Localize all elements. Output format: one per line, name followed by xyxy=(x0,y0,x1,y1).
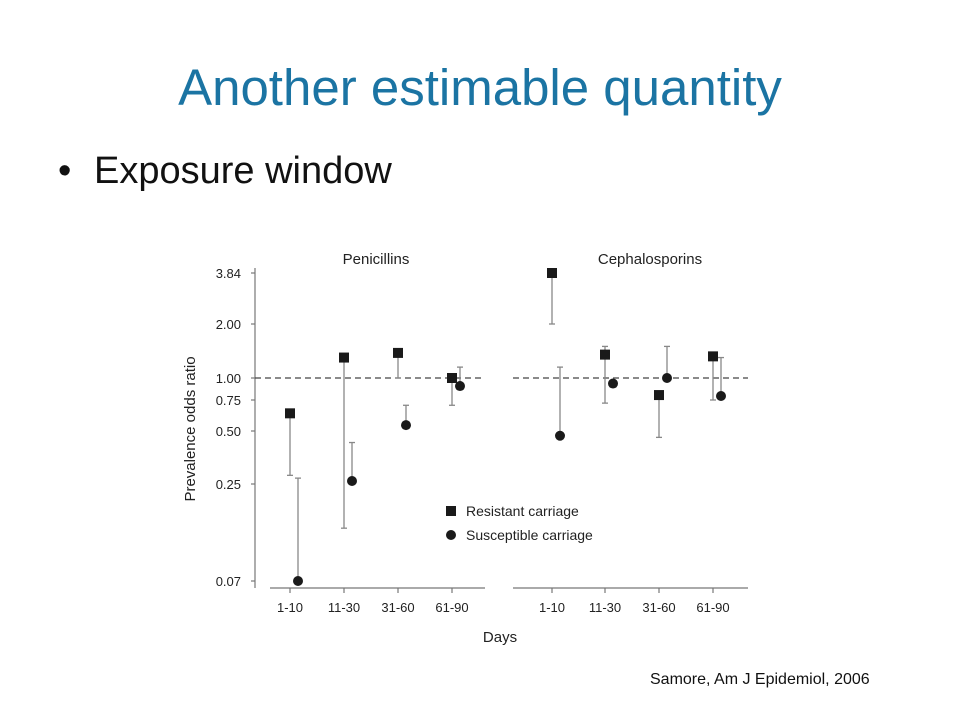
susceptible-point xyxy=(347,476,357,487)
resistant-point xyxy=(393,347,403,358)
bullet-dot-icon: • xyxy=(58,150,72,192)
y-tick-label: 0.25 xyxy=(216,477,241,492)
bullet-text: Exposure window xyxy=(94,150,392,192)
legend-label: Susceptible carriage xyxy=(466,527,593,543)
slide-title: Another estimable quantity xyxy=(178,59,782,116)
susceptible-point xyxy=(716,391,726,402)
susceptible-point xyxy=(401,420,411,431)
y-tick-label: 0.75 xyxy=(216,393,241,408)
susceptible-point xyxy=(662,373,672,383)
y-axis-label: Prevalence odds ratio xyxy=(182,356,199,501)
x-tick-label: 1-10 xyxy=(539,600,565,615)
panel-title: Penicillins xyxy=(343,251,410,268)
legend-circle-icon xyxy=(446,530,456,540)
x-tick-label: 11-30 xyxy=(589,600,621,615)
resistant-point xyxy=(285,408,295,419)
resistant-point xyxy=(654,390,664,401)
citation: Samore, Am J Epidemiol, 2006 xyxy=(650,671,870,688)
resistant-point xyxy=(600,349,610,360)
x-tick-label: 61-90 xyxy=(435,600,468,615)
susceptible-point xyxy=(455,381,465,392)
y-tick-label: 1.00 xyxy=(216,371,241,386)
x-tick-label: 61-90 xyxy=(696,600,729,615)
y-tick-label: 0.50 xyxy=(216,424,241,439)
susceptible-point xyxy=(293,576,303,586)
resistant-point xyxy=(339,352,349,363)
x-axis-label: Days xyxy=(483,629,517,646)
panel-title: Cephalosporins xyxy=(598,251,702,268)
y-tick-label: 2.00 xyxy=(216,317,241,332)
x-tick-label: 31-60 xyxy=(642,600,675,615)
y-tick-label: 3.84 xyxy=(216,266,241,281)
y-tick-label: 0.07 xyxy=(216,574,241,589)
resistant-point xyxy=(447,373,457,383)
resistant-point xyxy=(547,268,557,278)
legend-label: Resistant carriage xyxy=(466,503,579,519)
susceptible-point xyxy=(608,378,618,389)
x-tick-label: 31-60 xyxy=(381,600,414,615)
bullet-item: • Exposure window xyxy=(58,150,392,193)
susceptible-point xyxy=(555,430,565,441)
resistant-point xyxy=(708,351,718,362)
x-tick-label: 11-30 xyxy=(328,600,360,615)
legend-square-icon xyxy=(446,506,456,516)
x-tick-label: 1-10 xyxy=(277,600,303,615)
